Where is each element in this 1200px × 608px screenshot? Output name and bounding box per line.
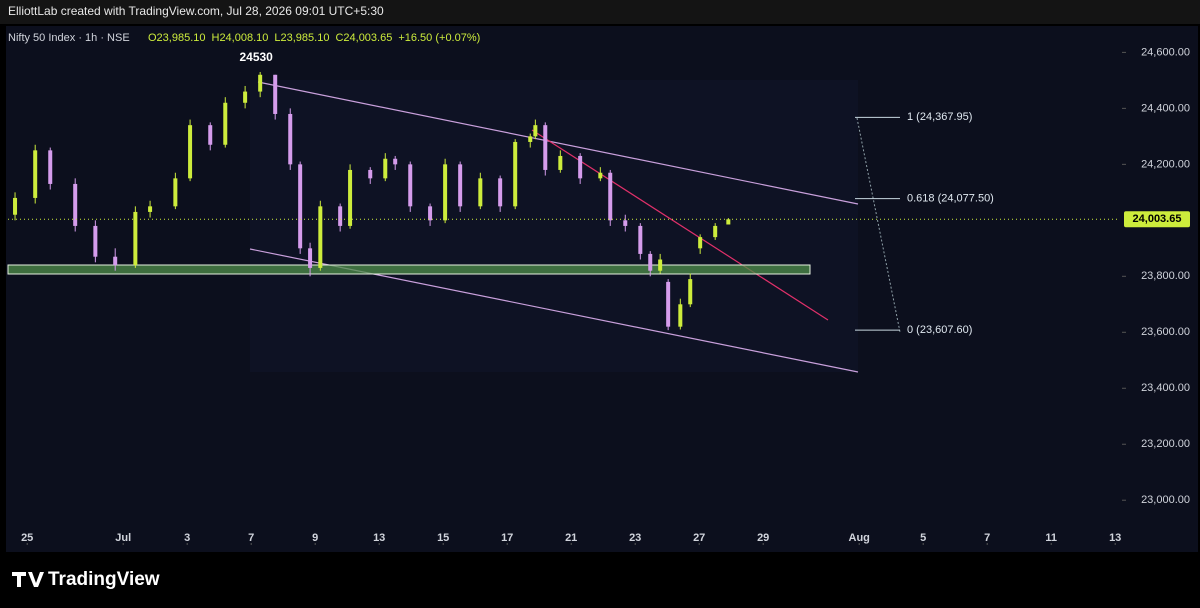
candle-body xyxy=(528,136,533,142)
candle-body xyxy=(513,141,518,207)
y-tick-label: 24,200.00 xyxy=(1141,158,1190,170)
support-zone xyxy=(7,264,811,275)
candle-body xyxy=(223,102,228,145)
brand: TradingView xyxy=(48,569,160,590)
y-tick-label: 23,600.00 xyxy=(1141,326,1190,338)
channel-upper xyxy=(257,81,859,205)
candle-body xyxy=(638,225,643,254)
candle-body xyxy=(243,91,248,103)
top-bar xyxy=(0,0,1200,24)
candle-body xyxy=(298,164,303,249)
logo xyxy=(12,572,44,587)
candle-body xyxy=(148,206,153,212)
candle-body xyxy=(368,169,373,179)
candle-body xyxy=(48,150,53,184)
ohlc-value: C24,003.65 xyxy=(335,32,392,44)
candle-body xyxy=(713,225,718,238)
candle-body xyxy=(598,172,603,179)
candle-body xyxy=(383,158,388,179)
x-tick-label: 11 xyxy=(1045,532,1057,544)
fib-connector xyxy=(856,117,901,333)
candle-body xyxy=(688,279,693,305)
candle-body xyxy=(173,178,178,207)
candle-body xyxy=(113,256,118,266)
last-price-label: 24,003.65 xyxy=(1133,213,1182,225)
peak-label: 24530 xyxy=(239,50,273,64)
candle-body xyxy=(658,259,663,271)
candle-body xyxy=(318,206,323,268)
x-tick-label: 13 xyxy=(373,532,385,544)
y-tick-label: 24,600.00 xyxy=(1141,46,1190,58)
x-tick-label: 29 xyxy=(757,532,769,544)
y-tick-label: 23,000.00 xyxy=(1141,494,1190,506)
candle-body xyxy=(273,74,278,114)
x-tick-label: 9 xyxy=(312,532,318,544)
drawing-region xyxy=(250,80,858,372)
candle-body xyxy=(458,164,463,207)
candle-body xyxy=(498,178,503,207)
candle-body xyxy=(428,206,433,221)
fib-label: 0 (23,607.60) xyxy=(907,324,972,336)
candle-body xyxy=(543,125,548,170)
symbol: Nifty 50 Index · 1h · NSE xyxy=(8,32,130,44)
candle-body xyxy=(666,281,671,327)
x-tick-label: 15 xyxy=(437,532,449,544)
candle-body xyxy=(726,219,731,225)
candle-body xyxy=(348,169,353,226)
footer xyxy=(0,552,1200,608)
candle-body xyxy=(623,220,628,226)
x-tick-label: 27 xyxy=(693,532,705,544)
candle-body xyxy=(408,164,413,207)
candle-body xyxy=(133,211,138,266)
candle-body xyxy=(258,74,263,92)
x-tick-label: 13 xyxy=(1109,532,1121,544)
fib-label: 0.618 (24,077.50) xyxy=(907,193,994,205)
ohlc-value: +16.50 (+0.07%) xyxy=(398,32,480,44)
candle-body xyxy=(393,158,398,165)
y-tick-label: 24,400.00 xyxy=(1141,102,1190,114)
fib-label: 1 (24,367.95) xyxy=(907,111,972,123)
x-tick-label: 7 xyxy=(248,532,254,544)
candle-body xyxy=(608,172,613,221)
candle-body xyxy=(698,237,703,249)
candle-body xyxy=(208,125,213,145)
candle-body xyxy=(578,155,583,179)
candle-body xyxy=(13,197,18,215)
x-tick-label: 3 xyxy=(184,532,190,544)
y-tick-label: 23,400.00 xyxy=(1141,382,1190,394)
candle-body xyxy=(558,155,563,170)
x-tick-label: 25 xyxy=(21,532,33,544)
x-tick-label: 5 xyxy=(920,532,926,544)
x-tick-label: Jul xyxy=(115,532,131,544)
last-price-box xyxy=(1124,211,1190,228)
candle-body xyxy=(678,304,683,327)
candle-body xyxy=(443,164,448,221)
marks: 24,600.00 24,400.00 24,200.00 23,800.00 23,6… xyxy=(8,46,1190,545)
candle-body xyxy=(478,178,483,207)
x-tick-label: 17 xyxy=(501,532,513,544)
ohlc-value: H24,008.10 xyxy=(212,32,269,44)
ohlc-value: O23,985.10 xyxy=(148,32,206,44)
x-tick-label: 21 xyxy=(565,532,577,544)
candle-body xyxy=(308,248,313,268)
candle-body xyxy=(288,113,293,165)
candle-body xyxy=(338,206,343,226)
x-tick-label: Aug xyxy=(849,532,870,544)
x-tick-label: 7 xyxy=(984,532,990,544)
candle-body xyxy=(73,183,78,226)
candle-body xyxy=(33,150,38,198)
candle-body xyxy=(648,253,653,271)
candle-body xyxy=(533,125,538,137)
ohlc-value: L23,985.10 xyxy=(274,32,329,44)
credit: ElliottLab created with TradingView.com,… xyxy=(8,4,384,18)
candle-body xyxy=(188,125,193,179)
y-tick-label: 23,800.00 xyxy=(1141,270,1190,282)
candle-body xyxy=(93,225,98,257)
y-tick-label: 23,200.00 xyxy=(1141,438,1190,450)
x-tick-label: 23 xyxy=(629,532,641,544)
